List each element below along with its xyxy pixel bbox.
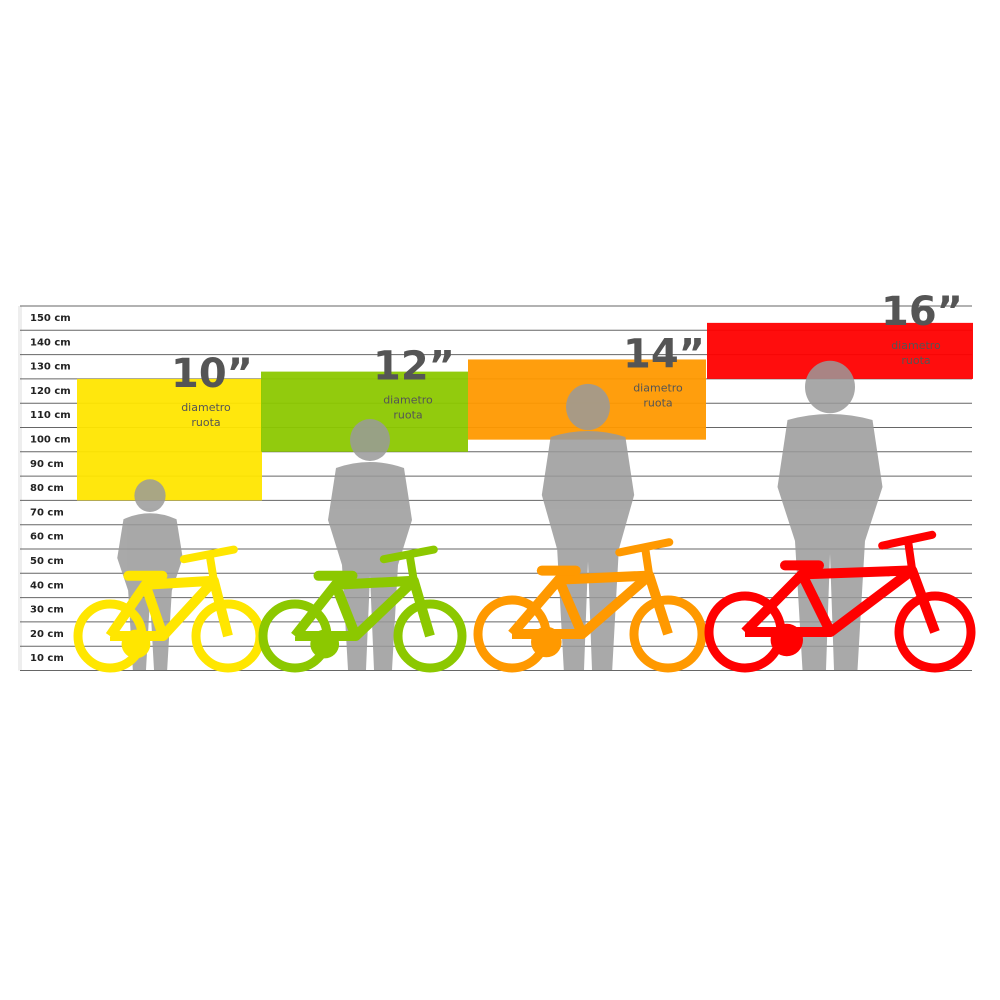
training-wheel	[121, 629, 151, 659]
head-shape	[805, 360, 855, 414]
child-silhouette	[777, 360, 883, 670]
wheel-caption-line2: ruota	[643, 396, 672, 409]
scale-label: 140 cm	[30, 337, 71, 348]
bike-handlebar	[179, 545, 238, 585]
front-wheel	[629, 595, 707, 673]
training-wheel	[310, 629, 340, 659]
wheel-size: 16”	[881, 289, 963, 335]
scale-label: 20 cm	[30, 629, 64, 640]
scale-label: 50 cm	[30, 556, 64, 567]
size-box	[77, 378, 262, 501]
wheel-caption-line1: diametro	[633, 381, 683, 394]
scale-label: 10 cm	[30, 653, 64, 664]
front-wheel	[393, 599, 467, 673]
bike	[473, 538, 707, 673]
wheel-caption-line1: diametro	[181, 401, 231, 414]
bike-saddle	[123, 570, 168, 581]
wheel-size: 12”	[373, 344, 455, 390]
bike	[258, 545, 467, 673]
bike-saddle	[313, 570, 358, 581]
scale-labels: 150 cm 140 cm 130 cm 120 cm 110 cm 100 cm 90 c…	[30, 313, 71, 664]
scale-label: 150 cm	[30, 313, 71, 324]
bike-handlebar	[379, 545, 438, 585]
scale-label: 80 cm	[30, 483, 64, 494]
scale-label: 30 cm	[30, 605, 64, 616]
size-labels: 10” diametro ruota 12” diametro ruota 14” diame…	[171, 289, 963, 429]
training-wheel	[531, 626, 562, 658]
wheel-caption-line2: ruota	[393, 409, 422, 422]
head-shape	[350, 419, 390, 461]
head-shape	[134, 479, 166, 512]
scale-label: 40 cm	[30, 580, 64, 591]
scale-label: 120 cm	[30, 386, 71, 397]
wheel-caption-line2: ruota	[901, 354, 930, 367]
wheel-size: 14”	[623, 331, 705, 377]
scale-label: 100 cm	[30, 435, 71, 446]
wheel-caption-line1: diametro	[383, 394, 433, 407]
ruler-strip	[18, 306, 22, 671]
bike-handlebar	[878, 530, 937, 575]
head-shape	[566, 383, 610, 431]
scale-label: 90 cm	[30, 459, 64, 470]
wheel-caption-line1: diametro	[891, 339, 941, 352]
front-wheel	[894, 591, 976, 673]
scale-label: 130 cm	[30, 362, 71, 373]
bikes	[73, 530, 976, 673]
bike-handlebar	[615, 538, 674, 580]
bike	[73, 545, 265, 673]
bike-saddle	[780, 560, 824, 571]
size-boxes	[77, 322, 973, 501]
wheel-size: 10”	[171, 351, 253, 397]
body-shape	[777, 414, 883, 670]
scale-label: 70 cm	[30, 507, 64, 518]
training-wheel	[770, 623, 803, 657]
bike	[704, 530, 976, 673]
wheel-caption-line2: ruota	[191, 416, 220, 429]
bike-saddle	[536, 565, 581, 576]
scale-label: 60 cm	[30, 532, 64, 543]
scale-label: 110 cm	[30, 410, 71, 421]
